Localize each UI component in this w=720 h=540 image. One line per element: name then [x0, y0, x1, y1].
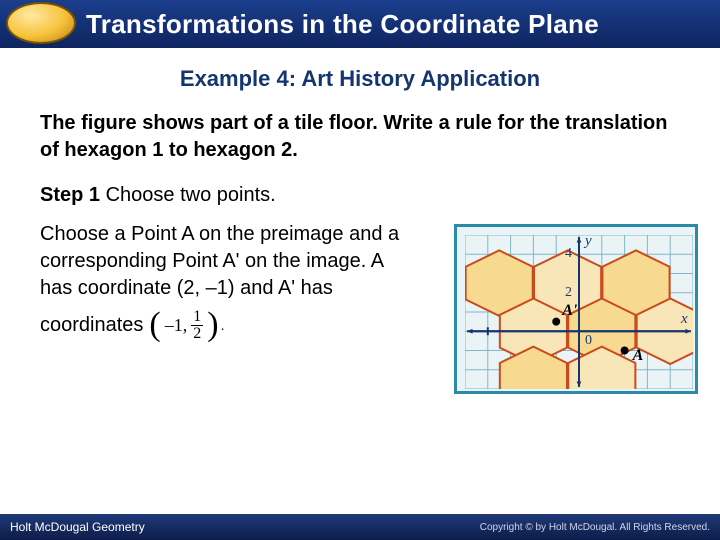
- graph-svg: [465, 235, 693, 389]
- paren-left: (: [149, 308, 160, 342]
- header-bar: Transformations in the Coordinate Plane: [0, 0, 720, 48]
- header-oval-icon: [6, 2, 76, 44]
- point-Aprime-label: A': [562, 302, 577, 320]
- step-desc: Choose two points.: [100, 184, 276, 206]
- frac-inner: –1, 1 2: [161, 309, 208, 342]
- frac-num: 1: [191, 309, 203, 326]
- footer-bar: Holt McDougal Geometry Copyright © by Ho…: [0, 514, 720, 540]
- coords-label: coordinates: [40, 314, 143, 337]
- problem-prompt: The figure shows part of a tile floor. W…: [40, 110, 680, 164]
- paren-right: ): [207, 308, 218, 342]
- body-paragraph: Choose a Point A on the preimage and a c…: [40, 221, 410, 302]
- step-text: Step 1 Choose two points.: [40, 184, 276, 207]
- ytick-4: 4: [565, 246, 572, 262]
- page-title: Transformations in the Coordinate Plane: [86, 9, 599, 40]
- frac-after: .: [221, 317, 225, 333]
- point-A-label: A: [633, 347, 644, 365]
- frac-den: 2: [191, 326, 203, 342]
- y-axis-label: y: [585, 233, 592, 250]
- coordinate-graph: y x 0 2 4 A A': [454, 224, 698, 394]
- frac-stack: 1 2: [191, 309, 203, 342]
- frac-left: –1,: [165, 315, 188, 336]
- step-label: Step 1: [40, 184, 100, 206]
- step-row: Step 1 Choose two points.: [40, 184, 680, 207]
- footer-left: Holt McDougal Geometry: [10, 520, 145, 534]
- x-axis-label: x: [681, 311, 688, 328]
- footer-right: Copyright © by Holt McDougal. All Rights…: [480, 522, 710, 533]
- example-subtitle: Example 4: Art History Application: [0, 66, 720, 92]
- fraction-expr: ( –1, 1 2 ) .: [149, 308, 224, 342]
- origin-label: 0: [585, 333, 592, 349]
- ytick-2: 2: [565, 285, 572, 301]
- body-text: Choose a Point A on the preimage and a c…: [40, 223, 399, 299]
